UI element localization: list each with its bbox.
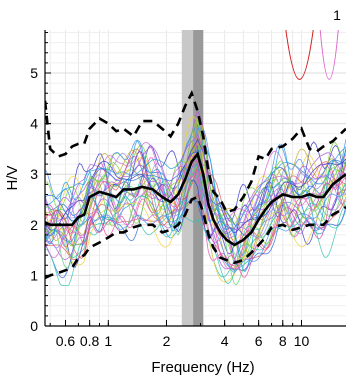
y-axis-title: H/V <box>4 165 21 190</box>
x-tick-label: 1 <box>104 333 112 349</box>
y-tick-label: 2 <box>30 217 38 233</box>
window-curve <box>45 153 346 283</box>
window-curve <box>45 164 346 274</box>
window-curve <box>45 163 346 286</box>
window-curve <box>45 174 346 286</box>
window-curve <box>45 137 346 267</box>
y-tick-label: 5 <box>30 65 38 81</box>
x-tick-label: 4 <box>221 333 229 349</box>
x-tick-label: 2 <box>163 333 171 349</box>
window-curve <box>45 138 346 234</box>
window-curve <box>319 30 339 80</box>
average-curve <box>45 151 346 247</box>
window-curve <box>45 149 346 268</box>
window-curve <box>285 30 314 80</box>
y-tick-label: 0 <box>30 318 38 334</box>
window-curve <box>45 149 346 237</box>
x-tick-label: 8 <box>279 333 287 349</box>
x-tick-label: 0.8 <box>80 333 100 349</box>
window-curve <box>45 148 346 259</box>
window-curve <box>45 141 346 244</box>
window-curve <box>45 154 346 278</box>
x-tick-label: 10 <box>294 333 310 349</box>
upper-bound-curve <box>45 89 346 214</box>
y-tick-label: 1 <box>30 267 38 283</box>
x-tick-label: 0.6 <box>56 333 76 349</box>
x-axis-title: Frequency (Hz) <box>151 359 254 376</box>
y-tick-label: 4 <box>30 116 38 132</box>
window-curve <box>45 173 346 278</box>
x-tick-label: 6 <box>255 333 263 349</box>
lower-bound-curve <box>45 195 346 280</box>
panel-label: 1 <box>333 7 341 23</box>
y-tick-label: 3 <box>30 166 38 182</box>
statistics-curves <box>45 89 346 280</box>
axes <box>44 30 346 327</box>
